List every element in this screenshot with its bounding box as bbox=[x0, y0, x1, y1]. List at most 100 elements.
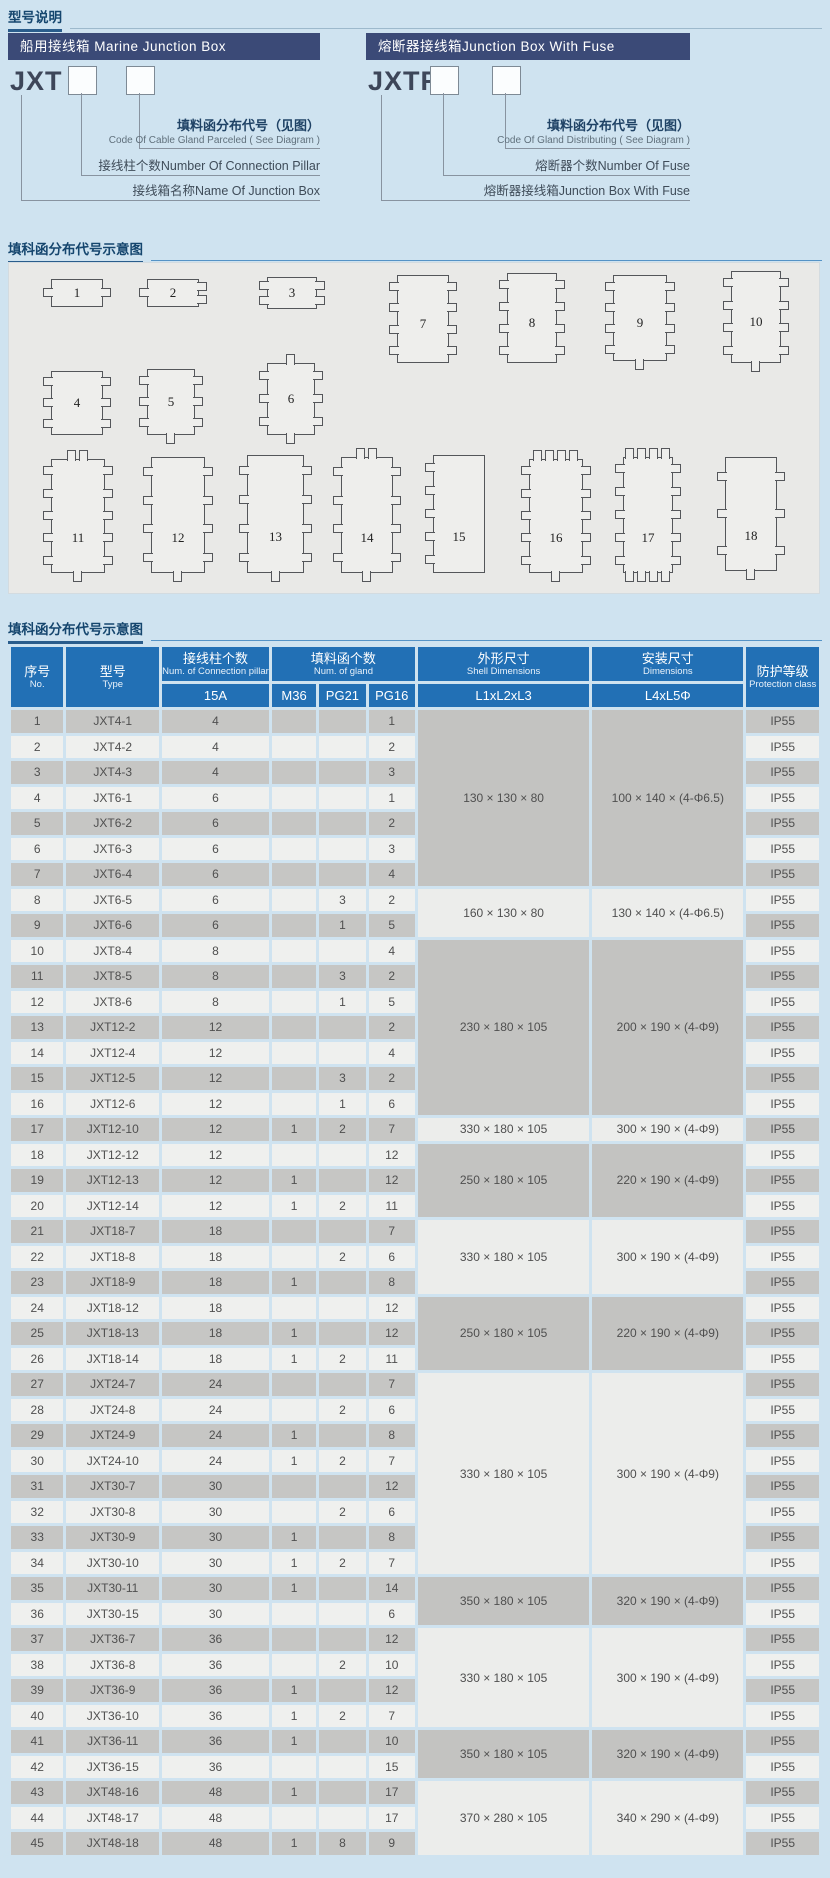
pg16-cell: 11 bbox=[368, 1347, 415, 1370]
mounting-dimensions-cell: 220 × 190 × (4-Φ9) bbox=[592, 1143, 744, 1217]
spec-row: 13 JXT12-2 12 2 IP55 bbox=[11, 1016, 819, 1039]
gland-tab bbox=[103, 511, 113, 520]
pg16-cell: 6 bbox=[368, 1398, 415, 1421]
m36-cell bbox=[271, 1016, 317, 1039]
gland-tab bbox=[368, 448, 377, 459]
no-cell: 38 bbox=[11, 1653, 64, 1676]
gland-tab bbox=[671, 532, 681, 542]
protection-cell: IP55 bbox=[746, 1628, 819, 1651]
type-cell: JXT12-2 bbox=[66, 1016, 160, 1039]
gland-code-number: 10 bbox=[749, 314, 763, 330]
gland-code-box-15: 15 bbox=[425, 455, 485, 573]
pg21-cell: 2 bbox=[319, 1551, 366, 1574]
gland-tab bbox=[555, 346, 565, 355]
gland-tab bbox=[362, 571, 371, 582]
gland-tab bbox=[555, 302, 565, 311]
gland-tab bbox=[239, 494, 249, 504]
15a-cell: 18 bbox=[162, 1245, 269, 1268]
type-cell: JXT18-13 bbox=[66, 1322, 160, 1345]
pg21-cell: 1 bbox=[319, 1092, 366, 1115]
gland-tab bbox=[67, 450, 76, 461]
no-cell: 1 bbox=[11, 710, 64, 733]
protection-cell: IP55 bbox=[746, 1092, 819, 1115]
mounting-dimensions-cell: 300 × 190 × (4-Φ9) bbox=[592, 1118, 744, 1141]
gland-code-number: 18 bbox=[744, 528, 758, 544]
protection-cell: IP55 bbox=[746, 1143, 819, 1166]
shell-dimensions-cell: 130 × 130 × 80 bbox=[417, 710, 590, 886]
spec-row: 18 JXT12-12 12 12 250 × 180 × 105 220 × 190 ×… bbox=[11, 1143, 819, 1217]
protection-cell: IP55 bbox=[746, 1500, 819, 1523]
pg16-cell: 7 bbox=[368, 1449, 415, 1472]
gland-tab bbox=[143, 495, 153, 505]
m36-cell: 1 bbox=[271, 1704, 317, 1727]
type-cell: JXT18-14 bbox=[66, 1347, 160, 1370]
col-shell-header: 外形尺寸 Shell Dimensions bbox=[417, 647, 590, 681]
gland-code-number: 9 bbox=[636, 315, 644, 331]
no-cell: 9 bbox=[11, 914, 64, 937]
pg16-cell: 1 bbox=[368, 786, 415, 809]
section-spec-table: 填科函分布代号示意图 bbox=[8, 618, 822, 644]
type-cell: JXT36-9 bbox=[66, 1679, 160, 1702]
header-row-groups: 序号 No. 型号 Type 接线柱个数 Num. of Connection pil… bbox=[11, 647, 819, 707]
spec-row: 3 JXT4-3 4 3 IP55 bbox=[11, 761, 819, 784]
model-description-title: 型号说明 bbox=[8, 6, 62, 32]
col-no-header: 序号 No. bbox=[11, 647, 64, 707]
15a-cell: 24 bbox=[162, 1373, 269, 1396]
no-cell: 7 bbox=[11, 863, 64, 886]
pg21-cell bbox=[319, 710, 366, 733]
protection-cell: IP55 bbox=[746, 1220, 819, 1243]
15a-cell: 36 bbox=[162, 1653, 269, 1676]
gland-tab bbox=[665, 323, 675, 333]
gland-tab bbox=[43, 511, 53, 520]
gland-tab bbox=[671, 555, 681, 565]
gland-tab bbox=[425, 555, 435, 565]
col-protection-header: 防护等级 Protection class bbox=[746, 647, 819, 707]
m36-cell: 1 bbox=[271, 1679, 317, 1702]
type-cell: JXT8-5 bbox=[66, 965, 160, 988]
m36-cell bbox=[271, 1092, 317, 1115]
jxt-gland-code-label-en: Code Of Cable Gland Parceled ( See Diagr… bbox=[108, 135, 320, 146]
m36-cell bbox=[271, 1755, 317, 1778]
m36-cell bbox=[271, 1067, 317, 1090]
pg21-cell bbox=[319, 1016, 366, 1039]
spec-row: 15 JXT12-5 12 3 2 IP55 bbox=[11, 1067, 819, 1090]
15a-cell: 18 bbox=[162, 1322, 269, 1345]
gland-tab bbox=[545, 450, 554, 461]
gland-tab bbox=[391, 495, 401, 505]
gland-tab bbox=[581, 488, 591, 498]
gland-tab bbox=[521, 533, 531, 543]
m36-cell bbox=[271, 914, 317, 937]
gland-tab bbox=[775, 509, 785, 518]
15a-cell: 6 bbox=[162, 837, 269, 860]
type-cell: JXT6-2 bbox=[66, 812, 160, 835]
gland-tab bbox=[447, 324, 457, 334]
15a-cell: 48 bbox=[162, 1806, 269, 1829]
gland-tab bbox=[286, 354, 295, 365]
15a-cell: 24 bbox=[162, 1424, 269, 1447]
pg21-cell: 1 bbox=[319, 990, 366, 1013]
type-cell: JXT6-3 bbox=[66, 837, 160, 860]
col-pillar-header: 接线柱个数 Num. of Connection pillar bbox=[162, 647, 269, 681]
gland-tab bbox=[649, 448, 658, 459]
pg21-cell: 8 bbox=[319, 1832, 366, 1855]
protection-cell: IP55 bbox=[746, 1577, 819, 1600]
mounting-dimensions-cell: 300 × 190 × (4-Φ9) bbox=[592, 1373, 744, 1574]
gland-code-box-8: 8 bbox=[499, 273, 565, 363]
gland-tab bbox=[313, 417, 323, 427]
gland-tab bbox=[665, 281, 675, 291]
15a-cell: 18 bbox=[162, 1296, 269, 1319]
m36-cell: 1 bbox=[271, 1118, 317, 1141]
gland-tab bbox=[671, 487, 681, 497]
15a-cell: 4 bbox=[162, 761, 269, 784]
pg21-cell bbox=[319, 1143, 366, 1166]
gland-tab bbox=[581, 511, 591, 520]
spec-row: 42 JXT36-15 36 15 IP55 bbox=[11, 1755, 819, 1778]
pg21-cell bbox=[319, 761, 366, 784]
protection-cell: IP55 bbox=[746, 1602, 819, 1625]
type-cell: JXT6-1 bbox=[66, 786, 160, 809]
pg21-cell: 2 bbox=[319, 1245, 366, 1268]
spec-row: 14 JXT12-4 12 4 IP55 bbox=[11, 1041, 819, 1064]
no-cell: 21 bbox=[11, 1220, 64, 1243]
jxt-pillar-count-text: 接线柱个数Number Of Connection Pillar bbox=[98, 159, 320, 173]
spec-row: 29 JXT24-9 24 1 8 IP55 bbox=[11, 1424, 819, 1447]
